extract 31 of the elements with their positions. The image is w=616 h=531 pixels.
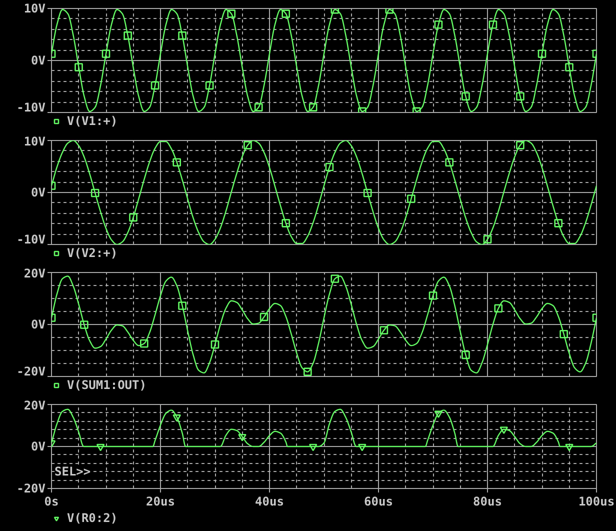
y-tick-label: 10V [24,2,46,16]
y-tick-label: 20V [24,398,46,412]
point [565,444,574,452]
point [358,444,366,452]
point [172,414,181,422]
point [434,410,443,418]
y-tick-label: -20V [16,482,46,496]
x-tick-label: 100us [578,494,615,508]
point [238,434,246,442]
point [308,444,318,452]
x-tick-label: 60us [364,494,393,508]
legend-label: V(V1:+) [67,114,118,128]
legend-label: V(V2:+) [67,246,118,260]
y-tick-label: -10V [16,100,46,114]
y-tick-label: 0V [31,318,46,332]
y-tick-label: 10V [24,134,46,148]
y-tick-label: 0V [31,440,46,454]
legend-label: V(R0:2) [67,511,118,525]
y-tick-label: -10V [16,232,46,246]
point [96,444,105,452]
y-tick-label: -20V [16,364,46,378]
annotation: SEL>> [54,464,91,479]
x-tick-label: 20us [146,494,175,508]
y-tick-label: 0V [31,54,46,68]
point [500,426,508,434]
x-tick-label: 0s [44,494,59,508]
x-tick-label: 40us [255,494,284,508]
x-tick-label: 80us [473,494,502,508]
y-tick-label: 0V [31,186,46,200]
y-tick-label: 20V [24,266,46,280]
legend-label: V(SUM1:OUT) [67,378,146,392]
